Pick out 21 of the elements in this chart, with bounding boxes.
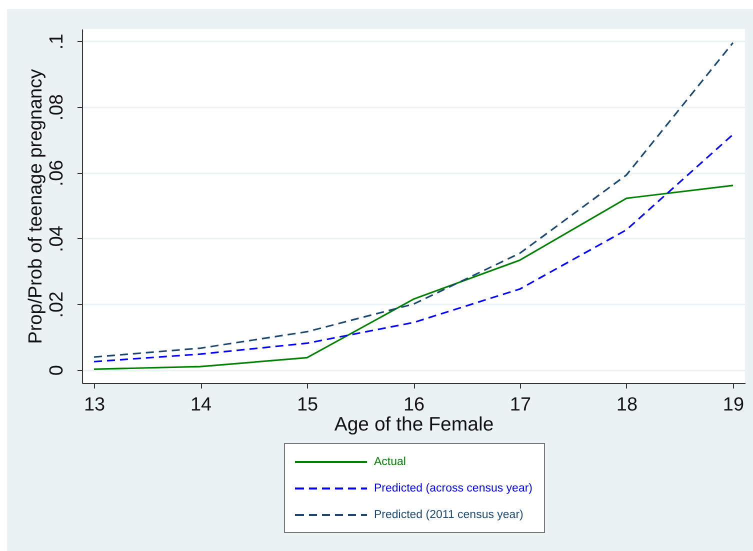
y-tick-label: .04 (46, 225, 68, 252)
x-tick-label: 13 (84, 394, 106, 416)
text: Predicted (2011 census year) (374, 509, 524, 521)
line-series (93, 134, 734, 362)
line-series (93, 42, 734, 358)
x-tick-label: 16 (403, 394, 425, 416)
y-tick-label: .08 (46, 94, 68, 121)
text: Actual (374, 456, 406, 468)
text: Predicted (across census year) (374, 482, 533, 494)
line-series (93, 184, 734, 370)
x-tick-label: 17 (510, 394, 532, 416)
x-tick-label: 18 (616, 394, 638, 416)
y-tick-label: .02 (46, 291, 68, 318)
x-tick-label: 19 (722, 394, 744, 416)
x-tick-label: 15 (296, 394, 318, 416)
y-tick-label: .06 (46, 160, 68, 186)
y-axis-title: Prop/Prob of teenage pregnancy (26, 68, 46, 344)
x-axis-title: Age of the Female (334, 414, 494, 436)
y-tick-label: 0 (46, 365, 68, 376)
y-tick-label: .1 (46, 34, 68, 50)
x-tick-label: 14 (190, 394, 212, 416)
